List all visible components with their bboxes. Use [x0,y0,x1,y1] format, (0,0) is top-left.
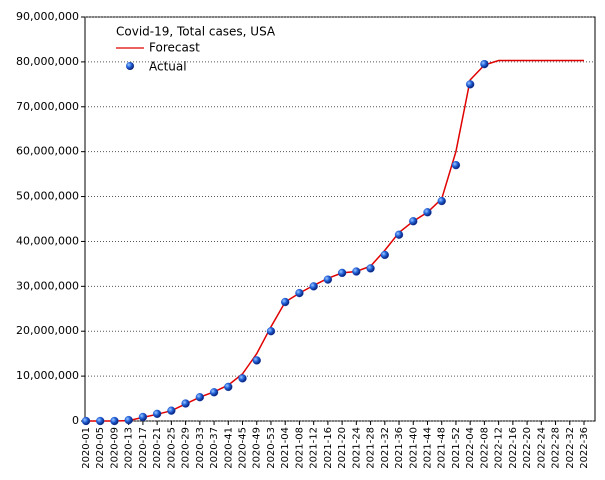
actual-point [209,388,219,397]
x-tick-label: 2021-44 [422,427,433,469]
actual-point [366,264,375,273]
x-tick-label: 2020-45 [238,427,249,469]
y-tick-label: 30,000,000 [16,279,79,292]
y-tick-label: 80,000,000 [16,55,79,68]
actual-point [309,282,318,291]
actual-point [323,275,333,284]
legend-label: Forecast [149,41,200,55]
plot-frame [84,16,596,422]
y-tick-label: 90,000,000 [16,10,79,23]
x-tick-label: 2021-08 [294,427,305,469]
x-tick-label: 2022-32 [565,427,576,469]
actual-point [252,356,261,365]
actual-point [337,268,347,278]
actual-point [152,409,162,418]
x-tick-label: 2022-24 [536,427,547,469]
x-tick-label: 2021-12 [309,427,320,469]
x-tick-label: 2020-09 [109,427,120,469]
x-tick-label: 2020-41 [223,427,234,469]
y-tick-label: 0 [72,414,79,427]
x-tick-label: 2022-20 [522,427,533,469]
x-tick-label: 2021-28 [366,427,377,469]
chart-title: Covid-19, Total cases, USA [116,25,276,39]
forecast-line [86,59,584,422]
actual-point [451,160,461,170]
x-tick-label: 2020-33 [195,427,206,469]
y-tick-label: 70,000,000 [16,100,79,113]
actual-point [394,230,404,239]
actual-point [266,327,276,336]
x-tick-label: 2020-17 [138,427,149,469]
x-tick-label: 2020-05 [95,427,106,469]
actual-point [423,208,432,217]
x-tick-label: 2021-48 [437,427,448,469]
y-tick-label: 40,000,000 [16,234,79,247]
x-tick-label: 2022-36 [579,427,590,469]
x-tick-label: 2022-28 [551,427,562,469]
x-tick-label: 2020-37 [209,427,220,469]
actual-point [138,412,148,422]
actual-point [352,267,361,276]
actual-point [195,393,204,402]
actual-point [110,416,119,426]
y-tick-label: 50,000,000 [16,190,79,203]
y-tick-label: 60,000,000 [16,145,79,158]
x-tick-label: 2021-52 [451,427,462,469]
x-tick-label: 2020-13 [124,427,135,469]
actual-point [466,80,475,89]
x-tick-label: 2021-24 [351,427,362,469]
x-tick-label: 2022-08 [479,427,490,469]
actual-point [238,374,247,383]
x-tick-label: 2021-40 [408,427,419,469]
x-tick-label: 2022-12 [494,427,505,469]
y-tick-label: 20,000,000 [16,324,79,337]
actual-point [281,297,290,307]
x-tick-label: 2022-04 [465,427,476,469]
actual-point [81,416,91,426]
x-tick-label: 2020-53 [266,427,277,469]
legend-label: Actual [149,60,187,74]
x-tick-label: 2020-21 [152,427,163,469]
actual-point [96,416,105,426]
actual-point [224,382,233,392]
x-tick-label: 2020-29 [181,427,192,469]
x-tick-label: 2021-32 [380,427,391,469]
actual-point [409,217,418,226]
x-tick-label: 2021-20 [337,427,348,469]
y-tick-label: 10,000,000 [16,369,79,382]
x-tick-label: 2020-49 [252,427,263,469]
x-tick-label: 2021-36 [394,427,405,469]
actual-point [124,415,133,425]
x-tick-label: 2021-04 [280,427,291,469]
legend-dot [126,62,134,70]
actual-point [437,196,446,206]
actual-point [480,59,489,69]
x-tick-label: 2020-25 [166,427,177,469]
x-tick-label: 2021-16 [323,427,334,469]
x-tick-label: 2022-16 [508,427,519,469]
actual-point [167,406,176,415]
x-tick-label: 2020-01 [81,427,92,469]
actual-point [181,399,190,408]
actual-point [295,288,304,298]
actual-point [380,250,389,260]
